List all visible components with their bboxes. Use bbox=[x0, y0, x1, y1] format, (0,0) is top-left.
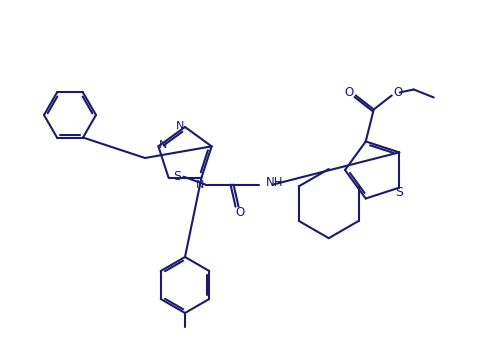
Text: O: O bbox=[393, 86, 402, 99]
Text: S: S bbox=[174, 170, 182, 183]
Text: O: O bbox=[344, 86, 353, 99]
Text: N: N bbox=[159, 140, 167, 150]
Text: O: O bbox=[235, 206, 244, 219]
Text: N: N bbox=[196, 180, 205, 190]
Text: N: N bbox=[176, 121, 184, 131]
Text: NH: NH bbox=[266, 176, 283, 189]
Text: S: S bbox=[395, 186, 403, 199]
